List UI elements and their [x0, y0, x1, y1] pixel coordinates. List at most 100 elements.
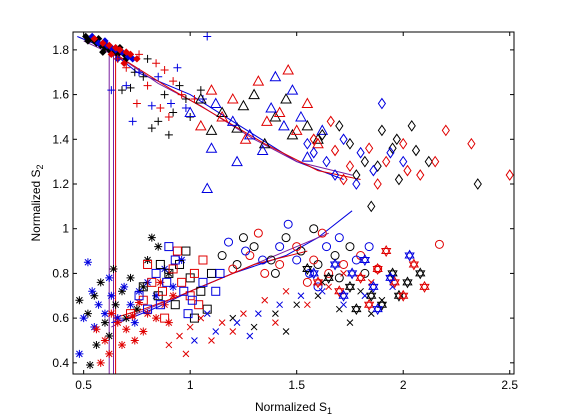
asterisk-point	[92, 325, 101, 334]
hexagram-point	[363, 298, 375, 311]
plus-point	[143, 54, 152, 63]
diamond-point	[424, 155, 433, 168]
diamond-point	[386, 146, 395, 159]
diamond-point	[335, 120, 344, 132]
circle-point	[334, 233, 344, 243]
cross-point	[182, 350, 190, 358]
diamond-point	[326, 115, 335, 128]
circle-point	[292, 255, 302, 265]
circle-point	[258, 255, 268, 265]
asterisk-point	[83, 309, 92, 318]
cross-point	[165, 341, 173, 349]
triangle-point	[286, 84, 299, 95]
diamond-point	[345, 137, 355, 150]
square-point	[134, 291, 144, 301]
cross-point	[340, 270, 347, 277]
asterisk-point	[152, 291, 161, 300]
triangle-point	[201, 182, 214, 193]
filled-diamond-point	[99, 39, 107, 47]
circle-point	[253, 228, 263, 238]
circle-point	[364, 242, 374, 252]
asterisk-point	[156, 278, 165, 287]
square-point	[151, 268, 161, 278]
plus-point	[152, 59, 161, 68]
diamond-point	[399, 137, 408, 150]
diamond-point	[339, 173, 348, 186]
asterisk-point	[130, 318, 139, 327]
triangle-point	[301, 119, 314, 131]
x-tick-label: 1	[187, 378, 194, 392]
plus-point	[135, 50, 144, 59]
plus-point	[177, 90, 186, 99]
plus-point	[156, 104, 165, 112]
hexagram-point	[359, 253, 371, 267]
asterisk-point	[105, 273, 114, 282]
diamond-point	[373, 160, 382, 172]
plus-point	[173, 63, 182, 72]
asterisk-point	[120, 282, 129, 291]
plus-point	[164, 112, 173, 121]
plus-point	[143, 81, 152, 90]
diamond-point	[407, 120, 416, 132]
circle-point	[281, 233, 291, 243]
cross-point	[191, 337, 198, 344]
y-tick-label: 1.8	[52, 43, 69, 57]
cross-point	[282, 287, 290, 295]
diamond-point	[360, 155, 369, 168]
filled-diamond-point	[107, 50, 116, 59]
square-point	[170, 255, 180, 265]
asterisk-point	[126, 273, 135, 282]
square-point	[157, 286, 167, 296]
x-axis-label: Normalized S1	[255, 400, 332, 416]
asterisk-point	[107, 291, 116, 300]
hexagram-point	[351, 303, 362, 316]
cross-point	[246, 332, 254, 340]
square-point	[211, 286, 221, 296]
hexagram-point	[346, 267, 358, 280]
triangle-point	[280, 93, 292, 104]
asterisk-point	[118, 340, 126, 349]
asterisk-point	[96, 358, 105, 367]
triangle-point	[282, 63, 295, 75]
triangle-point	[209, 97, 222, 109]
triangle-point	[301, 97, 314, 109]
hexagram-point	[372, 303, 383, 316]
cross-point	[282, 328, 290, 335]
cross-point	[203, 310, 211, 318]
x-tick-label: 1.5	[288, 378, 305, 392]
asterisk-point	[100, 309, 109, 318]
plus-point	[122, 81, 131, 90]
square-point	[155, 300, 165, 310]
diamond-point	[388, 142, 397, 155]
diamond-point	[394, 173, 404, 186]
plus-point	[122, 63, 131, 72]
diamond-point	[505, 169, 514, 181]
hexagram-point	[344, 280, 356, 293]
y-axis-ticks: 0.4 0.6 0.8 1 1.2 1.4 1.6 1.8	[52, 43, 514, 370]
triangle-point	[316, 124, 329, 135]
diamond-point	[303, 137, 312, 150]
plus-point	[175, 81, 184, 90]
circle-point	[241, 246, 251, 256]
plot-area	[73, 32, 514, 374]
plus-point	[169, 77, 178, 86]
triangle-point	[216, 110, 228, 122]
cross-point	[261, 296, 269, 304]
asterisk-point	[139, 282, 148, 291]
diamond-point	[339, 133, 348, 146]
x-axis-label-subscript: 1	[327, 406, 332, 416]
asterisk-point	[128, 311, 137, 320]
circle-point	[339, 259, 349, 269]
plus-point	[113, 54, 122, 63]
square-point	[183, 309, 193, 319]
circle-point	[224, 237, 234, 247]
triangle-point	[265, 101, 277, 113]
asterisk-point	[105, 332, 114, 340]
diamond-point	[431, 155, 440, 168]
x-tick-label: 2	[400, 378, 407, 392]
triangle-point	[194, 119, 207, 131]
circle-point	[238, 233, 248, 243]
hexagram-point	[338, 289, 349, 302]
cross-point	[303, 301, 311, 309]
diamond-point	[345, 160, 355, 172]
